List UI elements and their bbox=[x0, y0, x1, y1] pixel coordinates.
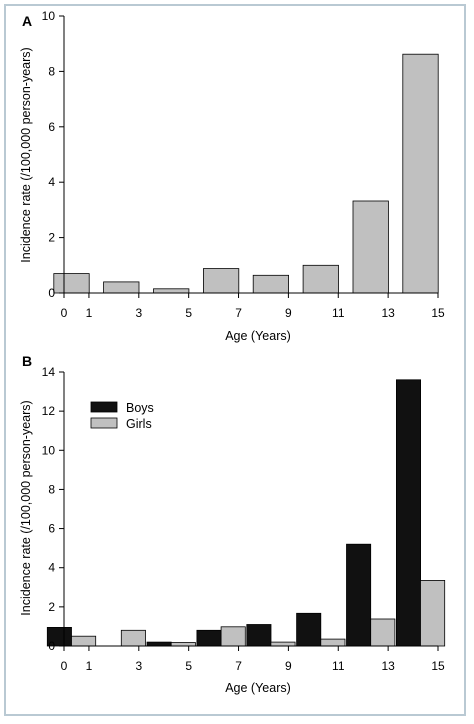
y-tick-label: 6 bbox=[48, 120, 55, 134]
bar-boys bbox=[146, 641, 172, 647]
panel-label-a: A bbox=[22, 13, 32, 29]
y-tick-label: 10 bbox=[42, 9, 56, 23]
y-axis-title-a: Incidence rate (/100,000 person-years) bbox=[19, 47, 33, 262]
legend-swatch-boys bbox=[90, 401, 118, 413]
figure-frame bbox=[4, 4, 466, 716]
bar bbox=[153, 288, 190, 294]
x-tick-label: 13 bbox=[381, 306, 395, 320]
bar bbox=[402, 53, 439, 294]
legend: Boys Girls bbox=[90, 401, 154, 431]
y-tick-label: 6 bbox=[48, 522, 55, 536]
bar bbox=[352, 200, 389, 294]
x-tick-label: 15 bbox=[431, 659, 445, 673]
bar-girls bbox=[370, 618, 396, 647]
bar-girls bbox=[270, 641, 296, 647]
y-tick-label: 2 bbox=[48, 600, 55, 614]
y-tick-label: 10 bbox=[42, 443, 56, 457]
bar bbox=[202, 268, 240, 294]
bar-girls bbox=[71, 635, 97, 647]
legend-swatch-girls bbox=[90, 417, 118, 429]
x-tick-label: 5 bbox=[185, 306, 192, 320]
x-tick-label: 0 bbox=[61, 659, 68, 673]
bar-girls bbox=[420, 580, 446, 647]
bar-girls bbox=[120, 629, 146, 647]
x-tick-label: 1 bbox=[86, 659, 93, 673]
x-tick-label: 5 bbox=[185, 659, 192, 673]
bar-boys bbox=[346, 543, 372, 647]
x-tick-label: 7 bbox=[235, 659, 242, 673]
y-axis-title-b: Incidence rate (/100,000 person-years) bbox=[19, 400, 33, 615]
x-tick-label: 11 bbox=[332, 306, 345, 320]
x-tick-label: 3 bbox=[135, 306, 142, 320]
y-tick-label: 14 bbox=[42, 365, 56, 379]
bar-boys bbox=[395, 379, 421, 647]
panel-label-b: B bbox=[22, 353, 32, 369]
bar-boys bbox=[296, 612, 322, 647]
x-tick-label: 7 bbox=[235, 306, 242, 320]
bar-boys bbox=[196, 629, 222, 647]
x-tick-label: 3 bbox=[135, 659, 142, 673]
x-tick-label: 13 bbox=[381, 659, 395, 673]
x-tick-label: 9 bbox=[285, 659, 292, 673]
x-axis-title-b: Age (Years) bbox=[225, 681, 291, 695]
bar-boys bbox=[246, 624, 272, 647]
x-axis-title-a: Age (Years) bbox=[225, 329, 291, 343]
x-tick-label: 9 bbox=[285, 306, 292, 320]
x-tick-label: 15 bbox=[431, 306, 445, 320]
y-tick-label: 4 bbox=[48, 175, 55, 189]
y-tick-label: 8 bbox=[48, 64, 55, 78]
y-tick-label: 2 bbox=[48, 231, 55, 245]
y-tick-label: 12 bbox=[42, 404, 56, 418]
x-tick-label: 0 bbox=[61, 306, 68, 320]
bar-girls bbox=[320, 638, 346, 647]
y-tick-label: 0 bbox=[48, 639, 55, 653]
y-tick-label: 8 bbox=[48, 482, 55, 496]
bar-girls bbox=[170, 642, 196, 647]
x-tick-label: 11 bbox=[332, 659, 345, 673]
bar bbox=[53, 273, 90, 294]
bar bbox=[103, 281, 140, 294]
bar bbox=[302, 264, 339, 294]
y-tick-label: 0 bbox=[48, 286, 55, 300]
y-tick-label: 4 bbox=[48, 561, 55, 575]
bar-girls bbox=[220, 626, 246, 647]
bar bbox=[252, 274, 289, 294]
legend-label-boys: Boys bbox=[126, 401, 154, 415]
x-tick-label: 1 bbox=[86, 306, 93, 320]
legend-label-girls: Girls bbox=[126, 417, 152, 431]
